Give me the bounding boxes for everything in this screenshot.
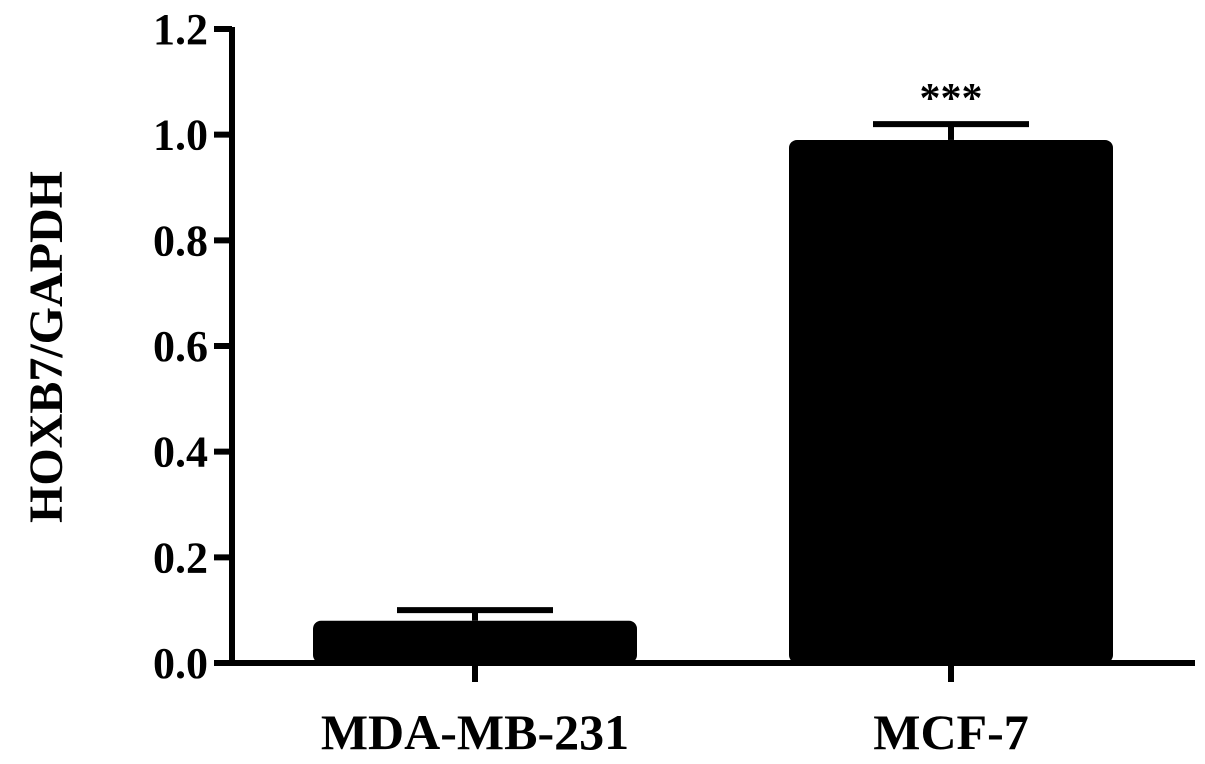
y-tick-label: 1.0 [153, 111, 208, 160]
x-tick-label: MCF-7 [873, 704, 1029, 760]
bars [313, 139, 1113, 663]
x-axis: MDA-MB-231 MCF-7 [230, 660, 1195, 760]
y-tick-label: 1.2 [153, 5, 208, 54]
y-axis: 0.0 0.2 0.4 0.6 0.8 1.0 1.2 [153, 5, 235, 688]
bar [313, 620, 637, 663]
x-tick-label: MDA-MB-231 [321, 704, 629, 760]
y-tick-label: 0.2 [153, 533, 208, 582]
y-tick-label: 0.4 [153, 428, 208, 477]
bar [789, 139, 1113, 663]
error-bars [397, 121, 1029, 621]
y-tick-label: 0.0 [153, 639, 208, 688]
annotations: *** [920, 76, 983, 122]
significance-annotation: *** [920, 76, 983, 122]
y-axis-label: HOXB7/GAPDH [20, 171, 73, 523]
y-tick-label: 0.6 [153, 322, 208, 371]
y-tick-label: 0.8 [153, 216, 208, 265]
